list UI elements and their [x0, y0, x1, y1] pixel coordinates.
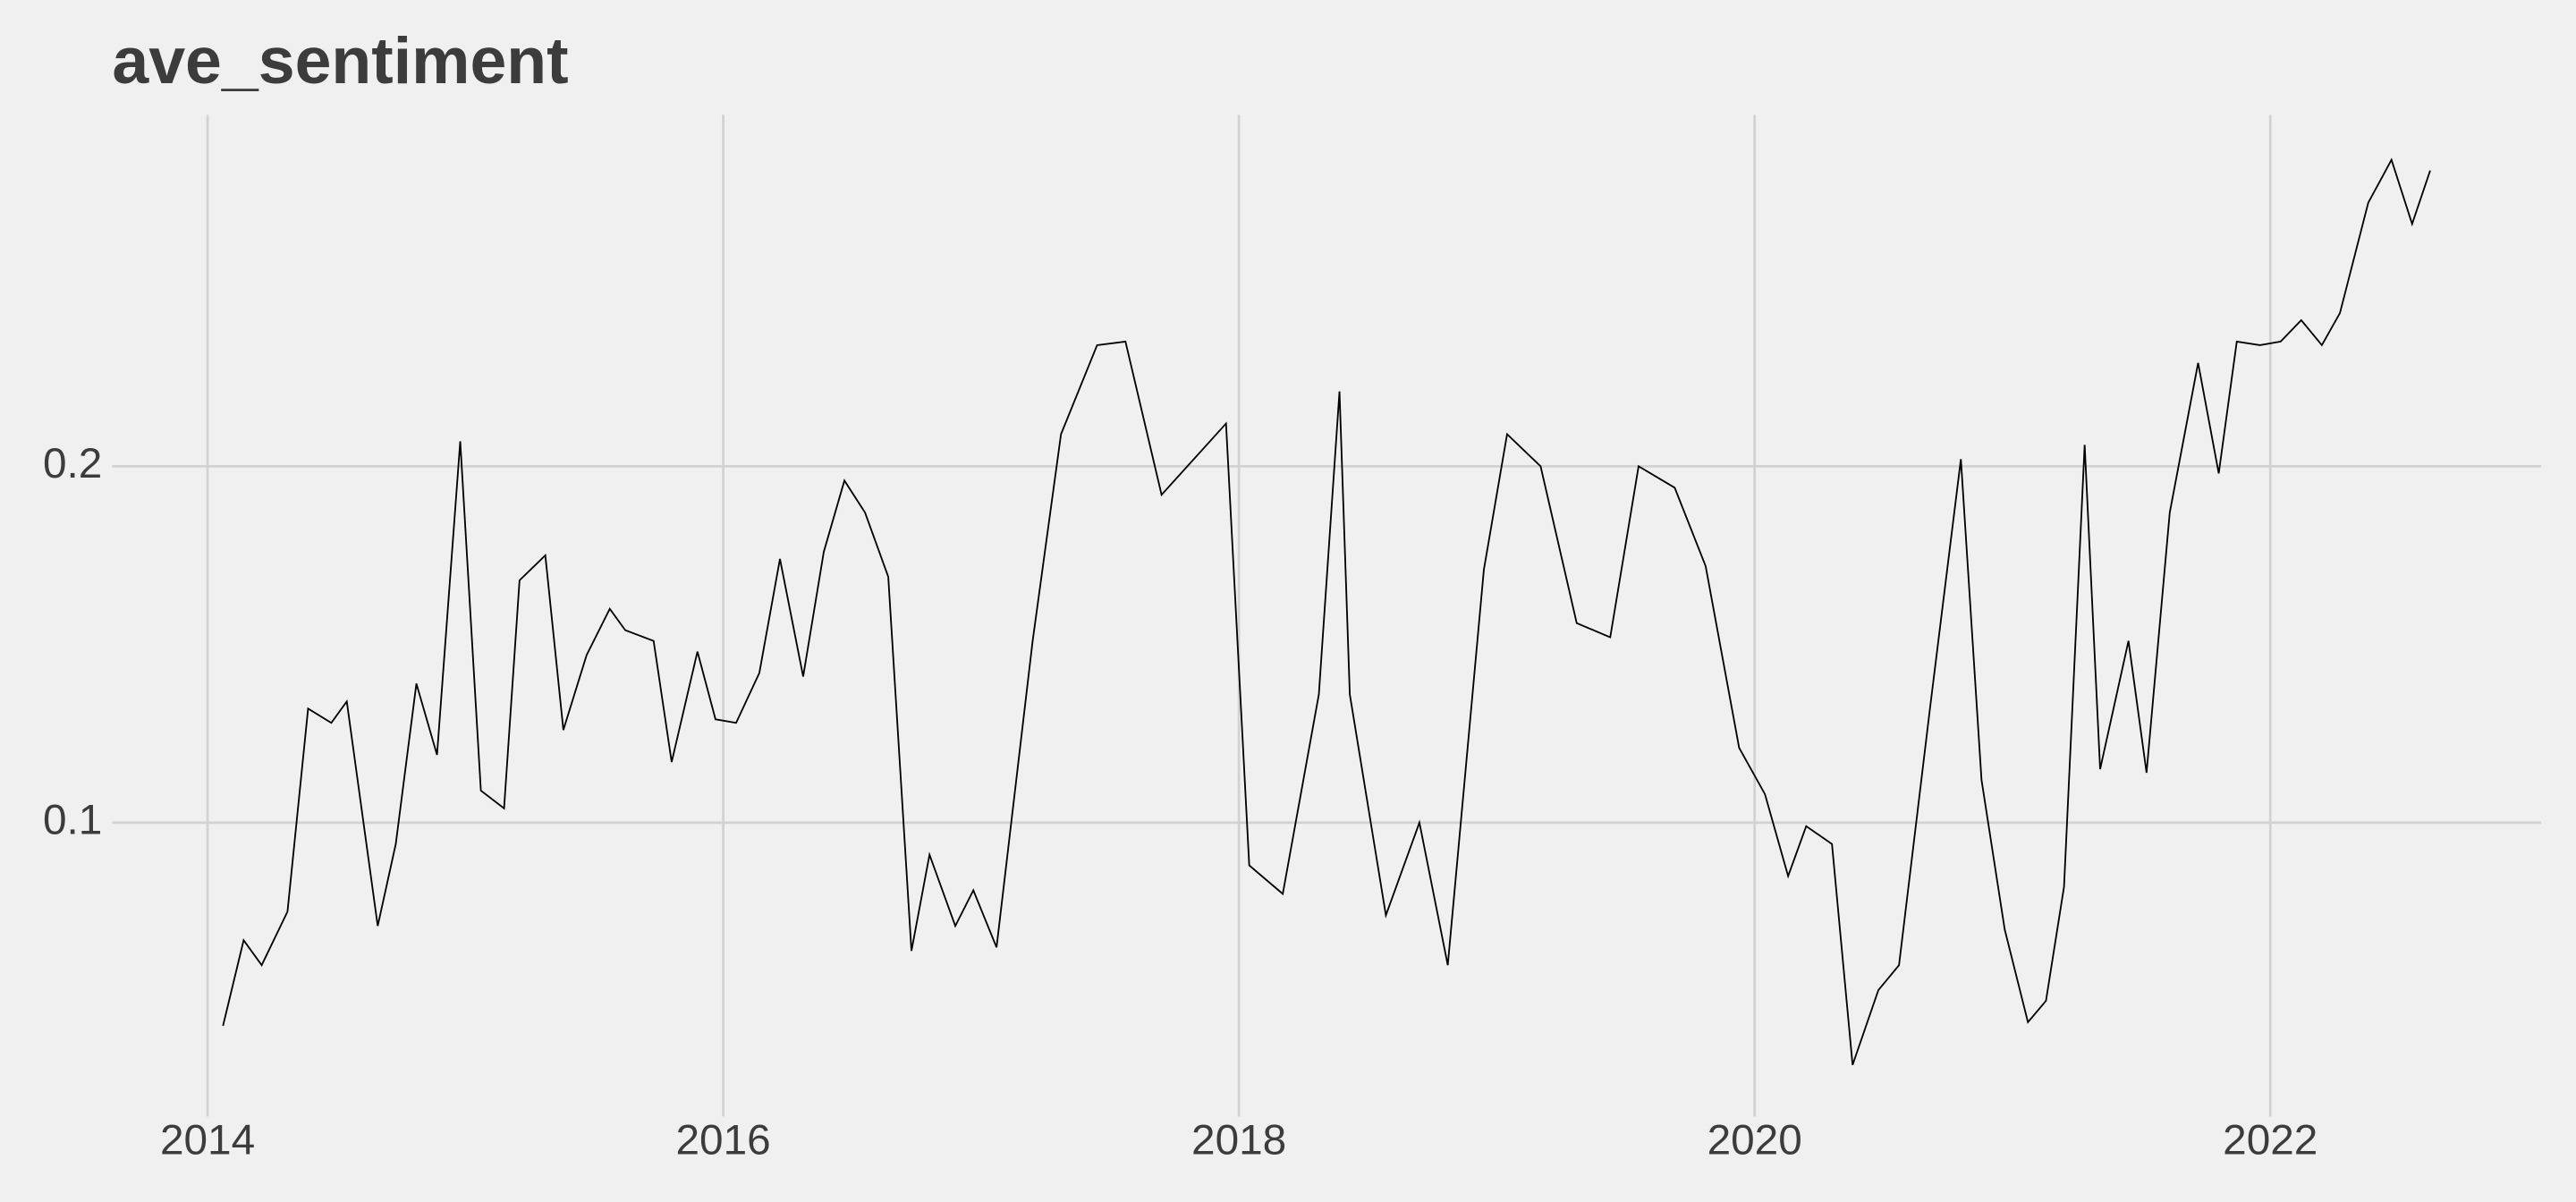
x-tick-label: 2022: [2223, 1117, 2318, 1164]
y-tick-label: 0.1: [43, 796, 102, 843]
x-tick-label: 2014: [160, 1117, 255, 1164]
x-tick-label: 2018: [1191, 1117, 1286, 1164]
line: [222, 157, 2431, 1066]
y-tick-label: 0.2: [43, 440, 102, 487]
chart-title: ave_sentiment: [112, 24, 568, 97]
x-tick-label: 2020: [1707, 1117, 1802, 1164]
x-tick-label: 2016: [676, 1117, 771, 1164]
